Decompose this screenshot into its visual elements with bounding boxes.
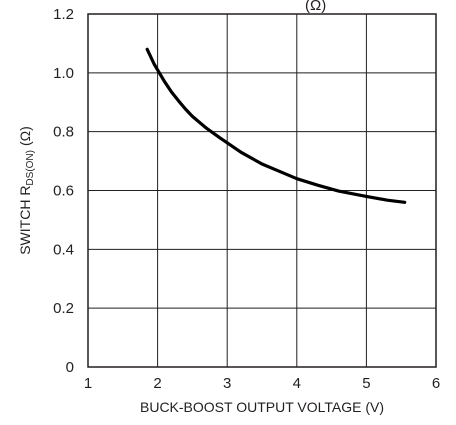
y-tick-label: 1.0 (53, 65, 74, 82)
x-tick-label: 1 (84, 375, 92, 392)
top-annotation: (Ω) (305, 0, 326, 14)
y-tick-label: 0.2 (53, 300, 74, 317)
y-axis-label: SWITCH RDS(ON) (Ω) (17, 126, 36, 255)
x-axis-label: BUCK-BOOST OUTPUT VOLTAGE (V) (140, 399, 384, 415)
y-tick-label: 1.2 (53, 6, 74, 23)
series (145, 47, 407, 204)
y-tick-labels: 0 0.2 0.4 0.6 0.8 1.0 1.2 (53, 6, 74, 376)
x-tick-label: 6 (432, 375, 440, 392)
series-line (145, 47, 407, 204)
plot-frame (87, 13, 437, 368)
x-tick-label: 4 (293, 375, 301, 392)
y-tick-label: 0.4 (53, 241, 74, 258)
y-tick-label: 0.6 (53, 183, 74, 200)
y-axis-label-unit: (Ω) (17, 126, 33, 146)
y-axis-label-main: SWITCH R (17, 186, 33, 255)
grid (88, 14, 436, 367)
y-tick-label: 0 (66, 359, 74, 376)
y-axis-label-subscript: DS(ON) (25, 150, 36, 186)
y-tick-label: 0.8 (53, 124, 74, 141)
x-tick-label: 2 (153, 375, 161, 392)
x-tick-label: 5 (362, 375, 370, 392)
x-tick-labels: 1 2 3 4 5 6 (84, 375, 440, 392)
x-tick-label: 3 (223, 375, 231, 392)
